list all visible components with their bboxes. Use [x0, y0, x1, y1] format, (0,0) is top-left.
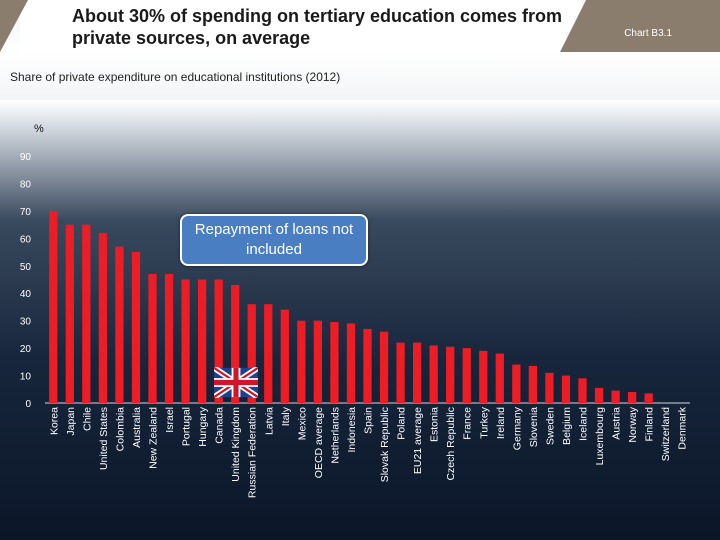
category-label: Czech Republic [445, 407, 457, 481]
bar [396, 342, 405, 403]
uk-flag-icon [214, 367, 258, 398]
category-label: Sweden [544, 407, 556, 445]
bar [82, 224, 91, 403]
bar [247, 304, 256, 403]
chart-reference-tab: Chart B3.1 [560, 0, 720, 52]
category-label: Slovak Republic [379, 407, 391, 482]
bar [280, 309, 289, 403]
bar [528, 365, 538, 403]
category-label: Italy [280, 406, 292, 426]
bar [98, 232, 108, 403]
bar [346, 323, 356, 403]
bar [197, 279, 207, 403]
category-label: Spain [363, 407, 375, 434]
y-tick-label: 40 [20, 289, 32, 300]
category-label: United States [98, 407, 110, 470]
bar [545, 372, 554, 403]
bar [264, 304, 273, 403]
category-label: Japan [65, 407, 77, 436]
y-tick-label: 10 [20, 372, 32, 383]
bar [446, 346, 455, 403]
bar [479, 350, 488, 403]
category-label: Canada [214, 407, 226, 444]
y-tick-label: 80 [20, 179, 32, 190]
y-tick-label: 60 [20, 234, 32, 245]
category-label: OECD average [313, 407, 325, 478]
bar [512, 364, 521, 403]
bar [148, 274, 157, 403]
category-label: Ireland [495, 407, 507, 439]
category-label: Finland [644, 407, 656, 442]
category-label: Estonia [429, 407, 441, 442]
category-label: Denmark [677, 406, 689, 449]
bar [181, 279, 190, 403]
chart-reference: Chart B3.1 [624, 28, 672, 39]
bar [429, 345, 438, 403]
bar [313, 320, 323, 403]
category-label: Latvia [263, 407, 275, 435]
category-label: Slovenia [528, 407, 540, 447]
bar [578, 378, 587, 403]
bar [330, 322, 339, 403]
category-label: Iceland [578, 407, 590, 441]
category-label: Portugal [181, 407, 193, 446]
bar [115, 246, 124, 403]
category-label: Israel [164, 407, 176, 433]
category-label: Luxembourg [594, 407, 606, 466]
title-band [20, 0, 610, 52]
y-tick-label: 20 [20, 344, 32, 355]
bar [495, 353, 504, 403]
subtitle-band [0, 52, 720, 100]
chart-reference-notch [560, 0, 586, 52]
category-label: Switzerland [660, 407, 672, 461]
bar [561, 375, 571, 403]
y-tick-label: 90 [20, 152, 32, 163]
category-label: France [462, 407, 474, 440]
category-label: Hungary [197, 406, 209, 446]
bar [379, 331, 389, 403]
category-label: Australia [131, 407, 143, 448]
bar-chart: 0 10 20 30 40 50 60 70 80 90 Korea Japan Chile United… [20, 152, 690, 498]
bar [65, 224, 74, 403]
category-label: Turkey [478, 406, 490, 438]
bar [297, 320, 306, 403]
y-tick-label: 30 [20, 317, 32, 328]
category-label: Norway [627, 406, 639, 442]
category-label: Mexico [296, 407, 308, 440]
category-label: New Zealand [148, 407, 160, 469]
bar [611, 390, 620, 403]
bar [462, 348, 471, 403]
category-label: Belgium [561, 407, 573, 445]
category-label: Netherlands [329, 407, 341, 464]
bar [231, 284, 240, 403]
category-label: EU21 average [412, 407, 424, 474]
bar [627, 392, 637, 403]
y-axis-unit: % [34, 123, 44, 135]
category-label: Russian Federation [247, 407, 259, 498]
category-label: Korea [48, 407, 60, 435]
bar [49, 210, 58, 403]
header: Chart B3.1 About 30% of spending on tert… [0, 0, 720, 52]
y-tick-label: 70 [20, 207, 32, 218]
bar [363, 328, 372, 403]
bar [164, 274, 174, 403]
bar [644, 393, 653, 403]
bar [594, 387, 604, 403]
loan-repayment-callout: Repayment of loans not included [180, 214, 368, 266]
chart-subtitle: Share of private expenditure on educatio… [10, 70, 341, 84]
y-tick-label: 50 [20, 262, 32, 273]
bar [214, 279, 223, 403]
y-tick-label: 0 [25, 399, 31, 410]
category-label: Colombia [114, 407, 126, 452]
category-label: Poland [396, 407, 408, 440]
category-label: Indonesia [346, 407, 358, 453]
category-label: Germany [511, 406, 523, 450]
bar [131, 252, 141, 403]
title-accent [0, 0, 28, 52]
page-title: About 30% of spending on tertiary educat… [72, 6, 563, 48]
category-label: Chile [81, 407, 93, 431]
category-label: United Kingdom [230, 407, 242, 482]
category-label: Austria [611, 407, 623, 440]
bar [412, 342, 422, 403]
